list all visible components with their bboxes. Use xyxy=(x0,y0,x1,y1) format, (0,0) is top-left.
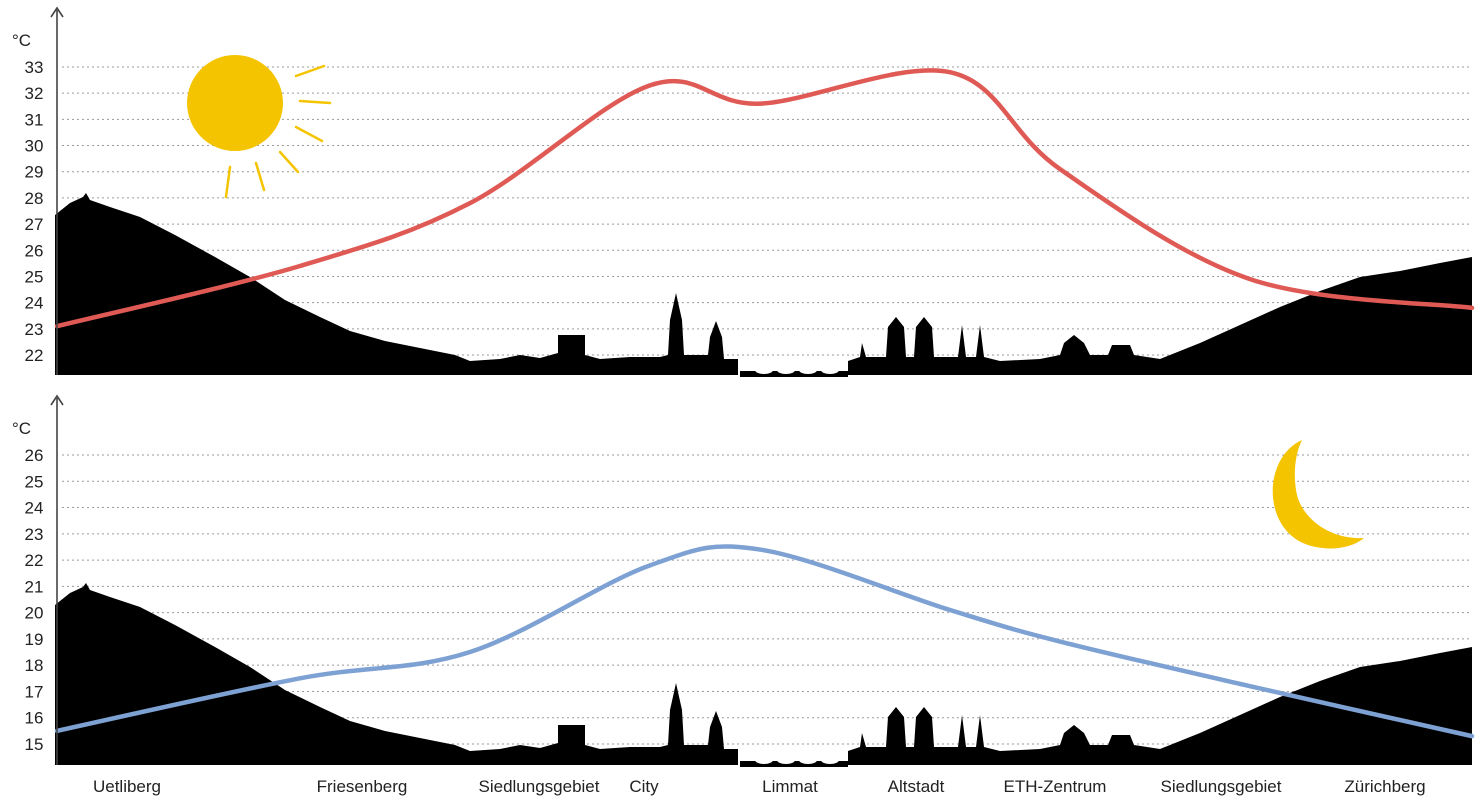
night-temperature-line xyxy=(54,544,1475,739)
location-label-uetliberg: Uetliberg xyxy=(93,777,161,796)
day-y-tick-22: 22 xyxy=(25,346,44,365)
day-temperature-line xyxy=(54,68,1475,329)
location-label-eth-zentrum: ETH-Zentrum xyxy=(1004,777,1107,796)
day-y-tick-33: 33 xyxy=(25,58,44,77)
night-y-tick-15: 15 xyxy=(25,735,44,754)
day-y-axis-arrow xyxy=(50,6,64,18)
location-label-altstadt: Altstadt xyxy=(888,777,945,796)
day-y-tick-24: 24 xyxy=(25,294,44,313)
location-label-siedlungsgebiet-west: Siedlungsgebiet xyxy=(479,777,600,796)
location-label-limmat: Limmat xyxy=(762,777,818,796)
day-y-tick-31: 31 xyxy=(25,110,44,129)
night-y-tick-22: 22 xyxy=(25,551,44,570)
day-y-tick-32: 32 xyxy=(25,84,44,103)
location-labels: Uetliberg Friesenberg Siedlungsgebiet Ci… xyxy=(93,777,1426,796)
night-skyline-silhouette xyxy=(55,583,1472,767)
night-y-ticks: 15 16 17 18 19 20 21 22 23 24 25 26 xyxy=(25,446,44,754)
night-panel: 15 16 17 18 19 20 21 22 23 24 25 26 °C xyxy=(12,394,1475,767)
location-label-zuerichberg: Zürichberg xyxy=(1344,777,1425,796)
moon-icon xyxy=(1272,440,1364,549)
location-label-siedlungsgebiet-east: Siedlungsgebiet xyxy=(1161,777,1282,796)
night-y-tick-26: 26 xyxy=(25,446,44,465)
night-y-tick-23: 23 xyxy=(25,525,44,544)
day-y-ticks: 22 23 24 25 26 27 28 29 30 31 32 33 xyxy=(25,58,44,365)
night-y-tick-17: 17 xyxy=(25,682,44,701)
day-bridge xyxy=(755,366,839,374)
day-y-tick-26: 26 xyxy=(25,241,44,260)
location-label-city: City xyxy=(629,777,659,796)
day-y-unit: °C xyxy=(12,31,31,50)
night-y-tick-16: 16 xyxy=(25,709,44,728)
night-y-tick-21: 21 xyxy=(25,577,44,596)
night-y-tick-24: 24 xyxy=(25,499,44,518)
night-y-tick-25: 25 xyxy=(25,472,44,491)
day-skyline-silhouette xyxy=(55,193,1472,377)
night-y-unit: °C xyxy=(12,419,31,438)
day-y-tick-30: 30 xyxy=(25,137,44,156)
day-y-tick-23: 23 xyxy=(25,320,44,339)
day-y-tick-27: 27 xyxy=(25,215,44,234)
night-y-axis-arrow xyxy=(50,394,64,406)
night-y-tick-19: 19 xyxy=(25,630,44,649)
sun-icon xyxy=(187,55,332,199)
night-y-tick-18: 18 xyxy=(25,656,44,675)
day-y-tick-29: 29 xyxy=(25,163,44,182)
day-y-tick-28: 28 xyxy=(25,189,44,208)
night-y-tick-20: 20 xyxy=(25,604,44,623)
location-label-friesenberg: Friesenberg xyxy=(317,777,408,796)
day-panel: 22 23 24 25 26 27 28 29 30 31 32 33 °C xyxy=(12,6,1475,377)
day-y-tick-25: 25 xyxy=(25,267,44,286)
night-bridge xyxy=(755,756,839,764)
